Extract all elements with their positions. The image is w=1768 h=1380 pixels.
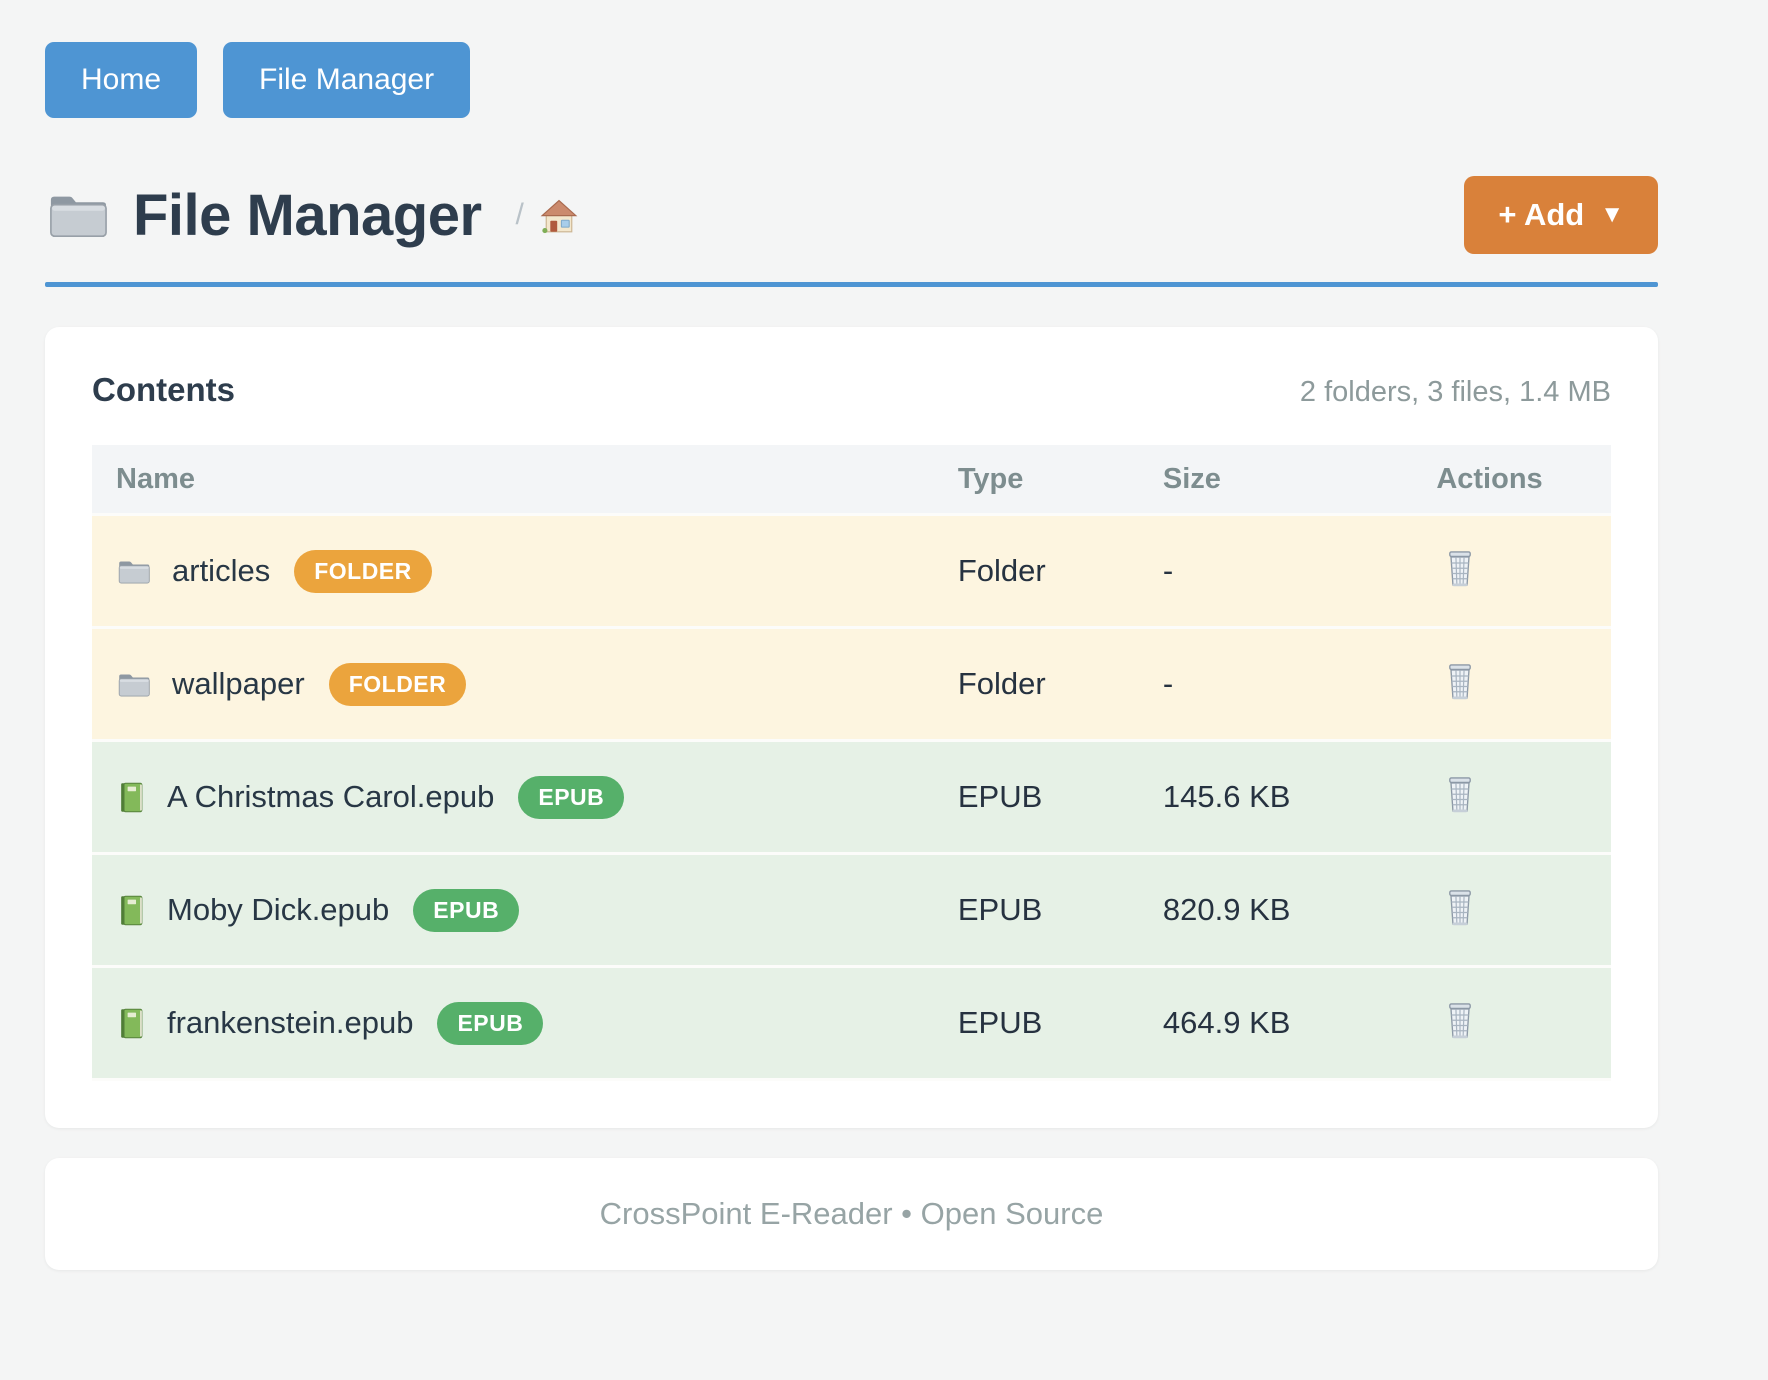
book-icon bbox=[116, 780, 147, 815]
epub-badge: EPUB bbox=[518, 775, 625, 819]
footer: CrossPoint E-Reader • Open Source bbox=[45, 1158, 1658, 1270]
column-header-type: Type bbox=[957, 445, 1163, 515]
home-button[interactable]: Home bbox=[45, 42, 198, 118]
file-table: Name Type Size Actions bbox=[92, 445, 1611, 1081]
item-type: EPUB bbox=[957, 966, 1163, 1080]
folder-icon bbox=[116, 556, 152, 587]
folder-icon bbox=[45, 186, 111, 244]
delete-button[interactable] bbox=[1442, 1000, 1478, 1039]
add-button[interactable]: + Add ▼ bbox=[1464, 176, 1658, 254]
footer-text: CrossPoint E-Reader • Open Source bbox=[599, 1196, 1104, 1231]
column-header-actions: Actions bbox=[1436, 445, 1611, 515]
delete-button[interactable] bbox=[1442, 887, 1478, 926]
column-header-size: Size bbox=[1162, 445, 1437, 515]
file-manager-button[interactable]: File Manager bbox=[223, 42, 471, 118]
trash-icon bbox=[1442, 661, 1478, 700]
item-name[interactable]: frankenstein.epub bbox=[167, 1005, 414, 1040]
book-icon bbox=[116, 1006, 147, 1041]
item-size: 145.6 KB bbox=[1162, 740, 1437, 854]
home-icon[interactable] bbox=[538, 195, 580, 235]
column-header-name: Name bbox=[92, 445, 958, 515]
table-row[interactable]: A Christmas Carol.epub EPUB EPUB 145.6 K… bbox=[92, 740, 1611, 854]
epub-badge: EPUB bbox=[437, 1001, 544, 1045]
delete-button[interactable] bbox=[1442, 774, 1478, 813]
item-size: - bbox=[1162, 627, 1437, 741]
table-header-row: Name Type Size Actions bbox=[92, 445, 1611, 515]
trash-icon bbox=[1442, 1000, 1478, 1039]
chevron-down-icon: ▼ bbox=[1600, 201, 1624, 228]
contents-summary: 2 folders, 3 files, 1.4 MB bbox=[1299, 376, 1611, 408]
item-type: EPUB bbox=[957, 740, 1163, 854]
item-name[interactable]: wallpaper bbox=[172, 666, 305, 701]
table-row[interactable]: wallpaper FOLDER Folder - bbox=[92, 627, 1611, 741]
title-row: File Manager / + Add ▼ bbox=[45, 176, 1658, 254]
title-left: File Manager / bbox=[45, 182, 580, 249]
folder-badge: FOLDER bbox=[328, 662, 467, 706]
delete-button[interactable] bbox=[1442, 661, 1478, 700]
delete-button[interactable] bbox=[1442, 548, 1478, 587]
item-name[interactable]: Moby Dick.epub bbox=[167, 892, 390, 927]
epub-badge: EPUB bbox=[413, 888, 520, 932]
trash-icon bbox=[1442, 887, 1478, 926]
folder-icon bbox=[116, 669, 152, 700]
item-name[interactable]: A Christmas Carol.epub bbox=[167, 779, 495, 814]
trash-icon bbox=[1442, 774, 1478, 813]
breadcrumb: / bbox=[516, 195, 580, 235]
item-name[interactable]: articles bbox=[172, 553, 271, 588]
title-divider bbox=[45, 282, 1658, 287]
table-row[interactable]: articles FOLDER Folder - bbox=[92, 514, 1611, 628]
trash-icon bbox=[1442, 548, 1478, 587]
item-size: 464.9 KB bbox=[1162, 966, 1437, 1080]
contents-title: Contents bbox=[92, 371, 235, 408]
item-type: EPUB bbox=[957, 853, 1163, 967]
folder-badge: FOLDER bbox=[294, 549, 432, 593]
item-size: - bbox=[1162, 514, 1437, 628]
top-nav: Home File Manager bbox=[45, 42, 1658, 118]
table-row[interactable]: frankenstein.epub EPUB EPUB 464.9 KB bbox=[92, 966, 1611, 1080]
breadcrumb-separator: / bbox=[515, 198, 524, 231]
item-type: Folder bbox=[957, 514, 1163, 628]
book-icon bbox=[116, 893, 147, 928]
contents-card: Contents 2 folders, 3 files, 1.4 MB Name… bbox=[45, 327, 1658, 1128]
table-row[interactable]: Moby Dick.epub EPUB EPUB 820.9 KB bbox=[92, 853, 1611, 967]
contents-card-header: Contents 2 folders, 3 files, 1.4 MB bbox=[92, 371, 1611, 409]
item-size: 820.9 KB bbox=[1162, 853, 1437, 967]
item-type: Folder bbox=[957, 627, 1163, 741]
add-button-label: + Add bbox=[1498, 197, 1585, 232]
page-title: File Manager bbox=[133, 182, 482, 248]
